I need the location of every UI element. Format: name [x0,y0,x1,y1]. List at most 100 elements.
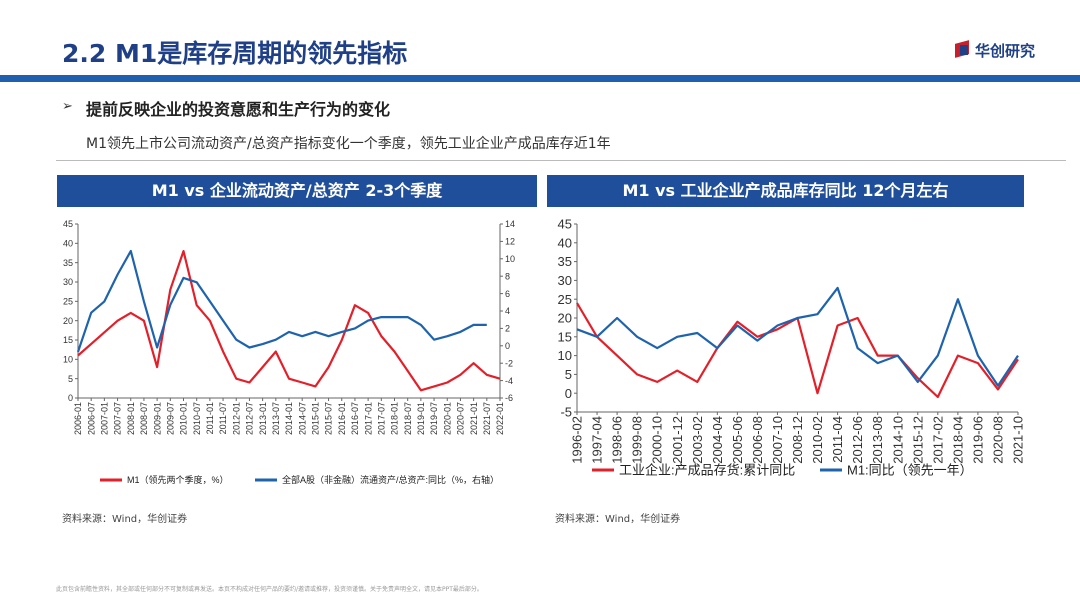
series-line [76,249,487,353]
x-tick-label: 2018-04 [950,416,965,464]
y-tick-label: 35 [558,254,572,269]
legend-label: 工业企业:产成品存货:累计同比 [619,463,795,478]
x-tick-label: 2012-07 [245,402,255,435]
x-tick-label: 2015-01 [311,402,321,435]
legend-label: M1:同比（领先一年） [847,463,973,478]
x-tick-label: 2015-07 [324,402,334,435]
y-tick-label: 5 [565,367,572,382]
x-tick-label: 2005-06 [730,416,745,464]
y-tick-label: 10 [63,354,73,364]
series-line [77,250,501,392]
x-tick-label: 2011-01 [205,402,215,434]
x-tick-label: 2001-12 [670,416,685,464]
x-tick-label: 2014-01 [284,402,294,435]
y-tick-label: 40 [558,235,572,250]
y2-tick-label: 6 [505,289,510,299]
x-tick-label: 2004-04 [710,416,725,464]
y-tick-label: 20 [558,311,572,326]
y2-tick-label: -2 [505,358,513,368]
y2-tick-label: 10 [505,254,515,264]
y-tick-label: 30 [558,273,572,288]
x-tick-label: 2008-07 [139,402,149,435]
x-tick-label: 1996-02 [570,416,585,464]
source: 资料来源：Wind，华创证券 [62,514,188,525]
x-tick-label: 2019-06 [970,416,985,464]
y-tick-label: 30 [63,277,73,287]
x-tick-label: 2013-08 [870,416,885,464]
x-tick-label: 2013-01 [258,402,268,435]
x-tick-label: 2020-01 [442,402,452,435]
x-tick-label: 2017-01 [363,402,373,435]
x-tick-label: 1997-04 [590,416,605,464]
legend-label: M1（领先两个季度，%） [127,474,229,485]
x-tick-label: 2011-07 [218,402,228,434]
y-tick-label: 15 [63,335,73,345]
panel-title: M1 vs 企业流动资产/总资产 2-3个季度 [57,175,537,207]
y-tick-label: 0 [68,393,73,403]
subtitle: M1领先上市公司流动资产/总资产指标变化一个季度，领先工业企业产成品库存近1年 [86,136,611,152]
y-tick-label: 20 [63,316,73,326]
x-tick-label: 2010-01 [179,402,189,435]
x-tick-label: 2021-07 [482,402,492,435]
y-tick-label: 35 [63,258,73,268]
x-tick-label: 2006-08 [750,416,765,464]
x-tick-label: 2014-07 [297,402,307,435]
x-tick-label: 2007-07 [113,402,123,435]
x-tick-label: 2011-04 [830,416,845,463]
bullet-icon: ➢ [62,99,73,114]
x-tick-label: 2010-02 [810,416,825,464]
x-tick-label: 2020-08 [991,416,1006,464]
source: 资料来源：Wind，华创证券 [555,514,681,525]
x-tick-label: 2019-01 [416,402,426,435]
y2-tick-label: -4 [505,376,513,386]
x-tick-label: 2006-01 [73,402,83,435]
y-tick-label: 5 [68,374,73,384]
x-tick-label: 2000-10 [650,416,665,464]
x-tick-label: 2017-02 [930,416,945,464]
x-tick-label: 1998-06 [610,416,625,464]
x-tick-label: 2009-07 [165,402,175,435]
x-tick-label: 2019-07 [429,402,439,435]
y2-tick-label: 0 [505,341,510,351]
x-tick-label: 2016-01 [337,402,347,435]
x-tick-label: 2022-01 [495,402,505,435]
x-tick-label: 2014-10 [890,416,905,464]
x-tick-label: 1999-08 [630,416,645,464]
x-tick-label: 2015-12 [910,416,925,464]
y-tick-label: -5 [560,405,572,420]
series-line [576,286,1019,387]
x-tick-label: 2008-12 [790,416,805,464]
logo-icon [960,45,968,55]
x-tick-label: 2013-07 [271,402,281,435]
y-tick-label: 0 [565,386,572,401]
y2-tick-label: 2 [505,324,510,334]
slide-title: 2.2 M1是库存周期的领先指标 [62,39,408,68]
x-tick-label: 2018-07 [403,402,413,435]
x-tick-label: 2003-02 [690,416,705,464]
x-tick-label: 2007-10 [770,416,785,464]
legend-label: 全部A股（非金融）流通资产/总资产:同比（%，右轴） [282,474,499,485]
x-tick-label: 2010-07 [192,402,202,435]
x-tick-label: 2020-07 [456,402,466,435]
y-tick-label: 10 [558,348,572,363]
x-tick-label: 2021-01 [469,402,479,435]
x-tick-label: 2012-06 [850,416,865,464]
y2-tick-label: 14 [505,219,515,229]
x-tick-label: 2008-01 [126,402,136,435]
logo-text: 华创研究 [975,42,1036,60]
y2-tick-label: 4 [505,306,510,316]
divider [56,160,1066,161]
bullet: 提前反映企业的投资意愿和生产行为的变化 [86,100,391,119]
header-bar [0,75,1080,82]
y2-tick-label: 8 [505,271,510,281]
y-tick-label: 40 [63,238,73,248]
y-tick-label: 15 [558,329,572,344]
x-tick-label: 2018-01 [390,402,400,435]
y2-tick-label: 12 [505,237,515,247]
footer: 此页包含前瞻性资料，其全部或任何部分不可复制或再发送。本页不构成对任何产品的要约… [56,586,483,593]
panel-title: M1 vs 工业企业产成品库存同比 12个月左右 [547,175,1024,207]
x-tick-label: 2009-01 [152,402,162,435]
x-tick-label: 2017-07 [376,402,386,435]
